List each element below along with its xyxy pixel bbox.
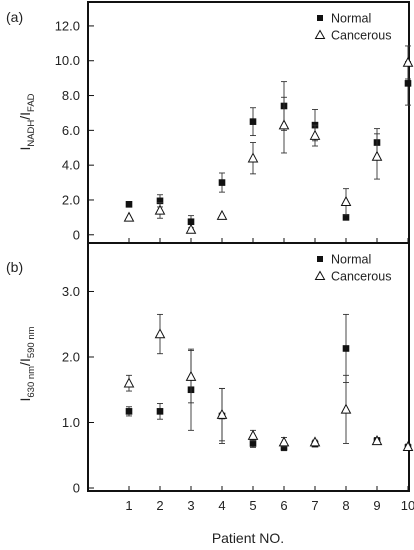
cancerous-point [371, 435, 383, 446]
x-tick-label: 5 [249, 498, 256, 513]
cancerous-point [247, 429, 259, 440]
panel-a-y-tick-label: 6.0 [62, 123, 80, 138]
cancerous-point [402, 440, 414, 451]
cancerous-point [216, 209, 228, 220]
cancerous-point [185, 370, 197, 381]
panel-b-y-tick-label: 3.0 [62, 284, 80, 299]
legend-normal-label: Normal [331, 12, 371, 26]
cancerous-point [309, 129, 321, 140]
cancerous-point [123, 211, 135, 222]
cancerous-point [154, 328, 166, 339]
panel-a-label: (a) [6, 9, 23, 25]
cancerous-point [216, 408, 228, 419]
x-tick-label: 2 [156, 498, 163, 513]
panel-b-y-tick-label: 2.0 [62, 349, 80, 364]
panel-a-y-tick-label: 12.0 [55, 18, 80, 33]
panel-a-ylabel-slash: /I [17, 112, 33, 120]
normal-point [404, 80, 412, 87]
data-marks [123, 45, 414, 452]
x-tick-label: 3 [187, 498, 194, 513]
panel-a-y-tick-label: 4.0 [62, 158, 80, 173]
cancerous-point [154, 204, 166, 215]
cancerous-point [371, 150, 383, 161]
x-tick-label: 7 [311, 498, 318, 513]
cancerous-point [340, 403, 352, 414]
x-tick-label: 9 [373, 498, 380, 513]
panel-b-y-tick-label: 1.0 [62, 415, 80, 430]
panel-a-y-axis-label: INADH/IFAD [17, 93, 37, 150]
normal-point [342, 345, 350, 352]
normal-point [342, 214, 350, 221]
x-tick-label: 8 [342, 498, 349, 513]
cancerous-point [309, 436, 321, 447]
panel-b-ylabel-slash: /I [17, 358, 33, 366]
panel-b-y-axis-label: I630 nm/I590 nm [17, 326, 37, 401]
x-tick-label: 4 [218, 498, 225, 513]
panel-b-ylabel-sub1: 630 nm [26, 366, 37, 398]
panel-a-y-tick-label: 2.0 [62, 192, 80, 207]
legend-normal-icon [317, 15, 323, 21]
normal-point [125, 408, 133, 415]
legends: Normal Cancerous Normal Cancerous [314, 12, 391, 284]
legend-cancerous-label: Cancerous [331, 29, 391, 43]
normal-point [156, 197, 164, 205]
cancerous-point [402, 56, 414, 67]
panel-b-frame [87, 242, 410, 492]
x-tick-label: 6 [280, 498, 287, 513]
panel-a-ylabel-sub1: NADH [26, 120, 37, 147]
legend-cancerous-label: Cancerous [331, 270, 391, 284]
panel-b-label: (b) [6, 259, 23, 275]
axes-ticks: 0 2.0 4.0 6.0 8.0 10.0 12.0 0 1.0 2.0 3.0 1 2 3 4 5 6 7 8 9… [55, 18, 414, 513]
cancerous-point [123, 377, 135, 388]
panel-a-y-tick-label: 0 [73, 227, 80, 242]
panel-b-y-tick-label: 0 [73, 481, 80, 496]
cancerous-point [278, 119, 290, 130]
cancerous-point [247, 152, 259, 163]
legend-cancerous-icon [314, 270, 326, 280]
panel-a-ylabel-sub2: FAD [26, 93, 37, 112]
panel-a-y-tick-label: 10.0 [55, 53, 80, 68]
legend-cancerous-icon [314, 29, 326, 39]
cancerous-point [340, 195, 352, 206]
legend-normal-label: Normal [331, 253, 371, 267]
normal-point [156, 408, 164, 415]
normal-point [187, 218, 195, 226]
legend-normal-icon [317, 256, 323, 262]
panel-b-ylabel-base: I [17, 398, 33, 402]
panel-b-ylabel-sub2: 590 nm [26, 326, 37, 358]
normal-point [249, 118, 257, 125]
cancerous-point [278, 436, 290, 447]
normal-point [125, 201, 133, 208]
cancerous-point [185, 223, 197, 234]
panel-a-ylabel-base: I [17, 147, 33, 151]
normal-point [280, 444, 288, 451]
panel-a-y-tick-label: 8.0 [62, 88, 80, 103]
x-tick-label: 1 [125, 498, 132, 513]
x-axis-label: Patient NO. [212, 530, 284, 546]
normal-point [249, 440, 257, 447]
normal-point [218, 179, 226, 186]
x-tick-label: 10 [401, 498, 414, 513]
